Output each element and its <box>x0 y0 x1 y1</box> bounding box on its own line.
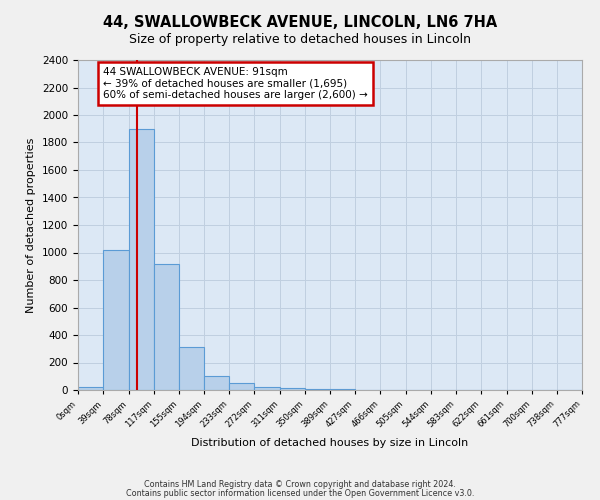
Text: Contains HM Land Registry data © Crown copyright and database right 2024.: Contains HM Land Registry data © Crown c… <box>144 480 456 489</box>
Y-axis label: Number of detached properties: Number of detached properties <box>26 138 37 312</box>
Text: Contains public sector information licensed under the Open Government Licence v3: Contains public sector information licen… <box>126 488 474 498</box>
Text: 44 SWALLOWBECK AVENUE: 91sqm
← 39% of detached houses are smaller (1,695)
60% of: 44 SWALLOWBECK AVENUE: 91sqm ← 39% of de… <box>103 67 368 100</box>
Bar <box>280 388 305 390</box>
Text: Size of property relative to detached houses in Lincoln: Size of property relative to detached ho… <box>129 32 471 46</box>
Bar <box>78 387 103 390</box>
Bar <box>154 264 179 390</box>
Bar <box>179 346 204 390</box>
Bar <box>204 376 229 390</box>
Bar <box>229 383 254 390</box>
Text: 44, SWALLOWBECK AVENUE, LINCOLN, LN6 7HA: 44, SWALLOWBECK AVENUE, LINCOLN, LN6 7HA <box>103 15 497 30</box>
Bar <box>254 386 280 390</box>
X-axis label: Distribution of detached houses by size in Lincoln: Distribution of detached houses by size … <box>191 438 469 448</box>
Bar <box>128 128 154 390</box>
Bar <box>305 388 331 390</box>
Bar <box>103 250 128 390</box>
